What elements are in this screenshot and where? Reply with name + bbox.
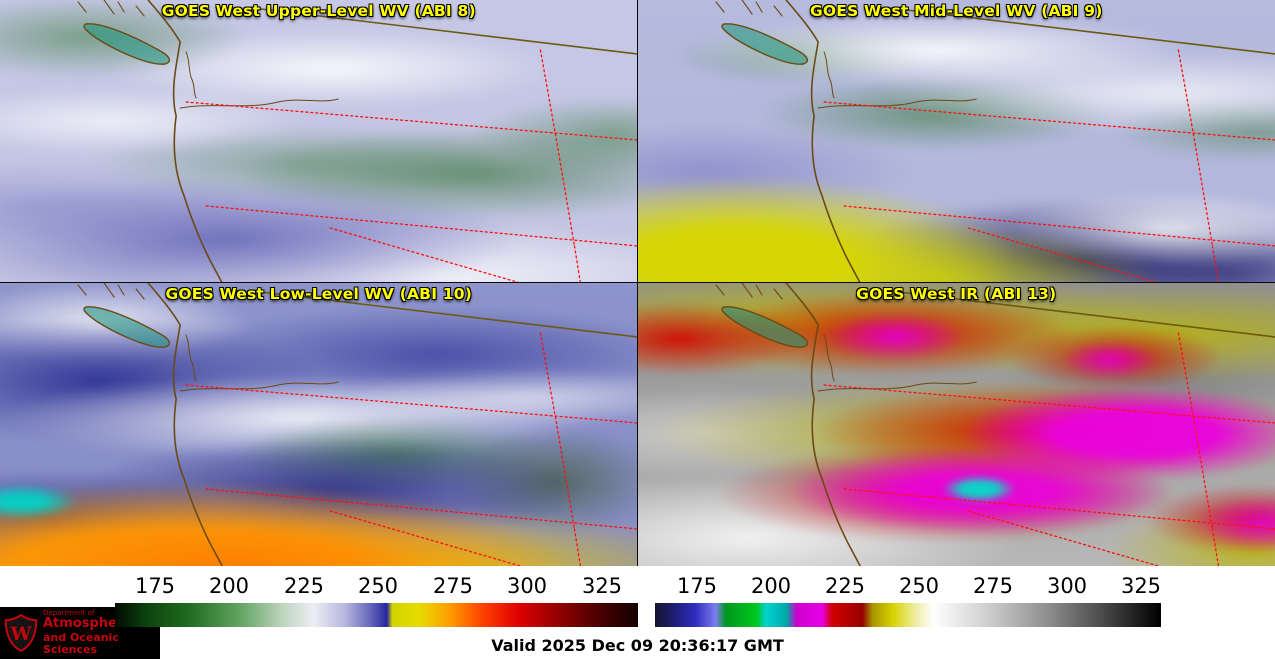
wv-tick-175: 175 bbox=[134, 574, 176, 598]
logo-dept-line: Department of bbox=[43, 608, 95, 617]
map-overlay-abi8 bbox=[77, 0, 638, 283]
panel-mid-level-wv: GOES West Mid-Level WV (ABI 9) bbox=[636, 0, 1275, 284]
footer-bar: 175 200 225 250 275 300 325 175 200 225 … bbox=[0, 566, 1275, 659]
uw-crest-icon: W bbox=[4, 613, 38, 652]
panel-title-abi13: GOES West IR (ABI 13) bbox=[856, 285, 1057, 303]
logo-text: Department of Atmospheric and Oceanic Sc… bbox=[43, 608, 160, 657]
ir-tick-325: 325 bbox=[1120, 574, 1162, 598]
wv-tick-200: 200 bbox=[208, 574, 250, 598]
ir-tick-275: 275 bbox=[972, 574, 1014, 598]
ir-tick-225: 225 bbox=[824, 574, 866, 598]
map-overlay-abi13 bbox=[714, 283, 1275, 566]
map-overlay-abi10 bbox=[77, 283, 638, 566]
ir-tick-200: 200 bbox=[750, 574, 792, 598]
ir-tick-300: 300 bbox=[1046, 574, 1088, 598]
panel-ir: GOES West IR (ABI 13) bbox=[636, 282, 1275, 567]
panel-title-abi9: GOES West Mid-Level WV (ABI 9) bbox=[809, 2, 1103, 20]
wv-tick-225: 225 bbox=[283, 574, 325, 598]
wv-tick-300: 300 bbox=[506, 574, 548, 598]
panel-title-abi10: GOES West Low-Level WV (ABI 10) bbox=[165, 285, 473, 303]
ir-tick-175: 175 bbox=[676, 574, 718, 598]
wv-tick-275: 275 bbox=[432, 574, 474, 598]
satellite-panel-grid: GOES West Upper-Level WV (ABI 8) GOES We… bbox=[0, 0, 1275, 567]
crest-letter: W bbox=[10, 623, 33, 645]
colorbar-tick-labels: 175 200 225 250 275 300 325 175 200 225 … bbox=[0, 574, 1275, 600]
ir-tick-250: 250 bbox=[898, 574, 940, 598]
panel-low-level-wv: GOES West Low-Level WV (ABI 10) bbox=[0, 282, 639, 567]
panel-upper-level-wv: GOES West Upper-Level WV (ABI 8) bbox=[0, 0, 639, 284]
valid-time: Valid 2025 Dec 09 20:36:17 GMT bbox=[491, 636, 784, 655]
wv-tick-325: 325 bbox=[581, 574, 623, 598]
uw-aos-logo: W Department of Atmospheric and Oceanic … bbox=[0, 607, 160, 659]
wv-tick-250: 250 bbox=[357, 574, 399, 598]
panel-title-abi8: GOES West Upper-Level WV (ABI 8) bbox=[161, 2, 476, 20]
logo-line1: Atmospheric bbox=[43, 616, 136, 632]
map-overlay-abi9 bbox=[714, 0, 1275, 283]
ir-colorbar bbox=[655, 603, 1161, 627]
wv-colorbar bbox=[115, 603, 638, 627]
logo-line2: and Oceanic Sciences bbox=[43, 630, 119, 657]
